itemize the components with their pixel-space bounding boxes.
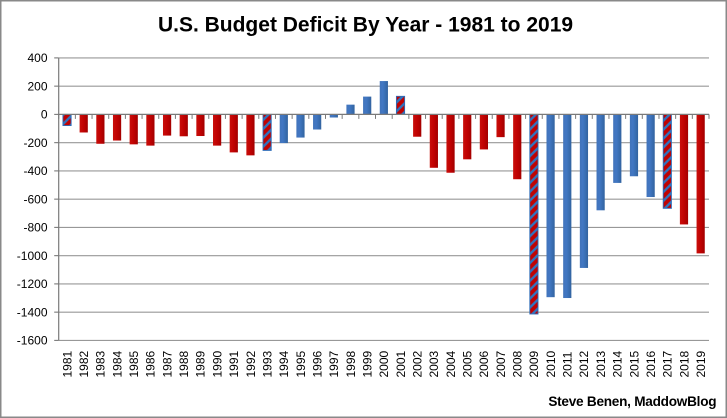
svg-text:2007: 2007 xyxy=(494,350,508,377)
svg-text:2002: 2002 xyxy=(411,350,425,377)
svg-text:1988: 1988 xyxy=(177,350,191,377)
svg-text:1990: 1990 xyxy=(210,350,224,377)
svg-text:200: 200 xyxy=(27,79,47,93)
svg-text:2013: 2013 xyxy=(594,350,608,377)
svg-text:-1000: -1000 xyxy=(17,249,48,263)
svg-text:2004: 2004 xyxy=(444,350,458,377)
svg-text:2017: 2017 xyxy=(661,350,675,377)
svg-text:2006: 2006 xyxy=(477,350,491,377)
svg-text:1986: 1986 xyxy=(144,350,158,377)
svg-text:1981: 1981 xyxy=(60,350,74,377)
svg-text:1996: 1996 xyxy=(310,350,324,377)
svg-text:-1200: -1200 xyxy=(17,277,48,291)
svg-text:2005: 2005 xyxy=(461,350,475,377)
svg-text:1992: 1992 xyxy=(244,350,258,377)
svg-text:2011: 2011 xyxy=(561,351,575,377)
svg-text:1989: 1989 xyxy=(194,350,208,377)
svg-text:-600: -600 xyxy=(23,192,47,206)
svg-text:1998: 1998 xyxy=(344,350,358,377)
svg-text:1985: 1985 xyxy=(127,350,141,377)
svg-text:1991: 1991 xyxy=(227,350,241,377)
svg-text:2000: 2000 xyxy=(377,350,391,377)
svg-text:2008: 2008 xyxy=(511,350,525,377)
svg-text:2003: 2003 xyxy=(427,350,441,377)
svg-text:400: 400 xyxy=(27,51,47,65)
svg-text:1983: 1983 xyxy=(94,350,108,377)
svg-text:U.S. Budget Deficit By Year -: U.S. Budget Deficit By Year - 1981 to 20… xyxy=(158,13,573,36)
svg-text:2010: 2010 xyxy=(544,350,558,377)
svg-text:1995: 1995 xyxy=(294,350,308,377)
svg-text:-200: -200 xyxy=(23,136,47,150)
svg-text:1994: 1994 xyxy=(277,350,291,377)
svg-text:2014: 2014 xyxy=(611,350,625,377)
svg-text:-1400: -1400 xyxy=(17,305,48,319)
svg-text:-400: -400 xyxy=(23,164,47,178)
svg-text:2012: 2012 xyxy=(577,350,591,377)
svg-text:2015: 2015 xyxy=(627,350,641,377)
svg-text:1993: 1993 xyxy=(260,350,274,377)
svg-text:1982: 1982 xyxy=(77,350,91,377)
svg-text:-800: -800 xyxy=(23,221,47,235)
svg-text:1997: 1997 xyxy=(327,350,341,377)
svg-text:0: 0 xyxy=(41,108,48,122)
svg-text:-1600: -1600 xyxy=(17,334,48,348)
svg-text:1987: 1987 xyxy=(160,350,174,377)
svg-text:1984: 1984 xyxy=(110,350,124,377)
svg-text:2009: 2009 xyxy=(527,350,541,377)
svg-text:2001: 2001 xyxy=(394,350,408,377)
svg-text:Steve Benen, MaddowBlog: Steve Benen, MaddowBlog xyxy=(548,394,716,409)
svg-text:1999: 1999 xyxy=(360,350,374,377)
svg-text:2019: 2019 xyxy=(694,350,708,377)
svg-text:2016: 2016 xyxy=(644,350,658,377)
svg-text:2018: 2018 xyxy=(677,350,691,377)
